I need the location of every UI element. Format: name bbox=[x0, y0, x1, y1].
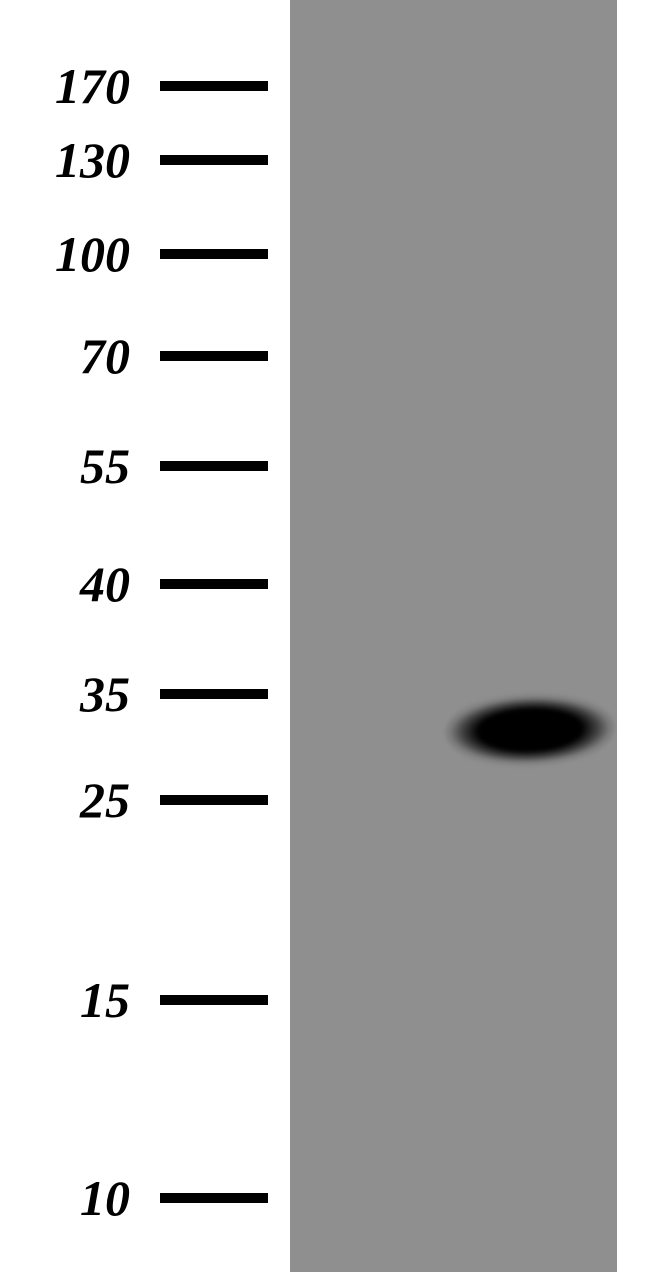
protein-band-lane2 bbox=[444, 688, 617, 772]
marker-100: 100 bbox=[0, 227, 270, 281]
marker-55: 55 bbox=[0, 439, 270, 493]
marker-tick-130 bbox=[160, 155, 268, 165]
marker-tick-55 bbox=[160, 461, 268, 471]
marker-label-25: 25 bbox=[0, 771, 130, 829]
marker-25: 25 bbox=[0, 773, 270, 827]
marker-tick-35 bbox=[160, 689, 268, 699]
marker-tick-100 bbox=[160, 249, 268, 259]
marker-tick-70 bbox=[160, 351, 268, 361]
marker-35: 35 bbox=[0, 667, 270, 721]
marker-label-35: 35 bbox=[0, 665, 130, 723]
marker-tick-10 bbox=[160, 1193, 268, 1203]
marker-label-70: 70 bbox=[0, 327, 130, 385]
marker-10: 10 bbox=[0, 1171, 270, 1225]
marker-label-40: 40 bbox=[0, 555, 130, 613]
marker-130: 130 bbox=[0, 133, 270, 187]
marker-label-15: 15 bbox=[0, 971, 130, 1029]
marker-label-170: 170 bbox=[0, 57, 130, 115]
marker-label-55: 55 bbox=[0, 437, 130, 495]
marker-label-100: 100 bbox=[0, 225, 130, 283]
mw-ladder: 170 130 100 70 55 40 35 25 15 10 bbox=[0, 0, 270, 1272]
marker-40: 40 bbox=[0, 557, 270, 611]
marker-tick-15 bbox=[160, 995, 268, 1005]
marker-label-10: 10 bbox=[0, 1169, 130, 1227]
marker-tick-25 bbox=[160, 795, 268, 805]
marker-tick-170 bbox=[160, 81, 268, 91]
marker-tick-40 bbox=[160, 579, 268, 589]
marker-70: 70 bbox=[0, 329, 270, 383]
marker-label-130: 130 bbox=[0, 131, 130, 189]
blot-membrane bbox=[290, 0, 617, 1272]
marker-15: 15 bbox=[0, 973, 270, 1027]
marker-170: 170 bbox=[0, 59, 270, 113]
